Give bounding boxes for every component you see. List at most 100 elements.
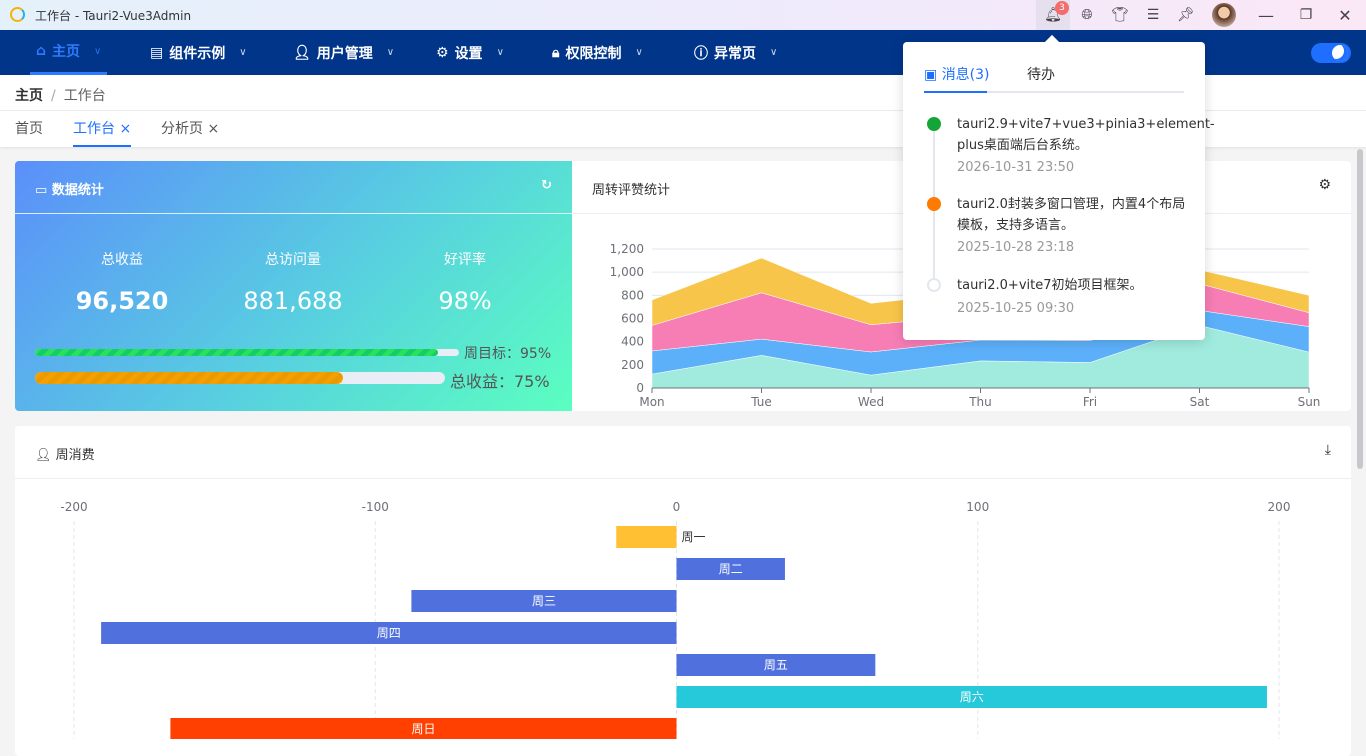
success-check-icon: [927, 117, 941, 131]
x-tick-label: Wed: [858, 395, 884, 409]
bar-label: 周四: [377, 626, 401, 640]
chevron-down-icon: ∨: [496, 47, 504, 58]
stat-total-revenue: 总收益 96,520: [75, 252, 169, 315]
minimize-button[interactable]: —: [1258, 5, 1274, 25]
y-tick-label: 0: [636, 381, 644, 395]
x-tick-label: -100: [362, 500, 389, 514]
bar-chart-header: 👤︎ 周消费 ⤓: [15, 426, 1351, 479]
bar-周一: [616, 526, 677, 548]
bar-周二: [676, 558, 785, 580]
app-logo-icon: [10, 7, 25, 22]
x-tick-label: Fri: [1083, 395, 1097, 409]
y-tick-label: 1,200: [610, 242, 644, 256]
bar-label: 周二: [719, 562, 743, 576]
download-icon[interactable]: ⤓: [1324, 442, 1331, 458]
nav-item-errors[interactable]: ⓘ 异常页 ∨: [694, 30, 777, 75]
chevron-down-icon: ∨: [94, 45, 102, 57]
y-tick-label: 1,000: [610, 265, 644, 279]
bar-周五: [676, 654, 876, 676]
bar-周三: [411, 590, 677, 612]
notification-time: 2025-10-28 23:18: [957, 240, 1075, 255]
x-tick-label: Thu: [968, 395, 992, 409]
bar-label: 周六: [960, 690, 984, 704]
x-tick-label: -200: [60, 500, 87, 514]
stats-card-header: ▭ 数据统计 ↻: [15, 161, 572, 214]
home-icon: ⌂: [36, 43, 47, 59]
stats-card: ▭ 数据统计 ↻ 总收益 96,520 总访问量 881,688 好评率 98% 周目…: [15, 161, 572, 411]
bar-label: 周日: [411, 722, 435, 736]
alert-icon: ⓘ: [694, 45, 708, 62]
language-icon[interactable]: 🌐︎: [1081, 7, 1093, 23]
notification-popover: ▣ 消息(3) 待办 tauri2.9+vite7+vue3+pinia3+el…: [903, 34, 1215, 340]
tab-todo[interactable]: 待办: [1027, 67, 1055, 83]
window-title: 工作台 - Tauri2-Vue3Admin: [35, 9, 192, 23]
x-tick-label: Sun: [1298, 395, 1321, 409]
nav-item-home[interactable]: ⌂ 主页 ∨: [30, 30, 108, 75]
chevron-down-icon: ∨: [635, 47, 643, 58]
pending-dots-icon: [927, 197, 941, 211]
user-icon: 👤︎: [35, 448, 52, 463]
bar-周六: [676, 686, 1267, 708]
chevron-down-icon: ∨: [386, 47, 395, 58]
avatar[interactable]: [1212, 3, 1236, 27]
close-icon[interactable]: ×: [119, 121, 132, 137]
nav-item-permissions[interactable]: 🔒︎ 权限控制 ∨: [552, 44, 643, 62]
bar-chart-title: 周消费: [55, 448, 95, 463]
moon-icon: [1332, 45, 1348, 61]
breadcrumb-root[interactable]: 主页: [15, 88, 43, 104]
title-bar: 工作台 - Tauri2-Vue3Admin 🔔︎ 3 🌐︎ 👕︎ ☰ 📌︎ —…: [0, 0, 1366, 30]
notification-text[interactable]: tauri2.0+vite7初始项目框架。: [957, 278, 1143, 293]
tab-analysis[interactable]: 分析页 ×: [161, 121, 220, 137]
close-button[interactable]: ✕: [1338, 5, 1352, 25]
breadcrumb-current: 工作台: [63, 88, 106, 104]
bar-label: 周三: [532, 594, 556, 608]
x-tick-label: Sat: [1190, 395, 1210, 409]
chevron-down-icon: ∨: [770, 47, 778, 58]
stat-total-visits: 总访问量 881,688: [243, 252, 343, 315]
progress-total-revenue: [35, 372, 445, 384]
tab-workbench[interactable]: 工作台 ×: [73, 111, 132, 147]
bar-label: 周一: [682, 530, 706, 544]
presentation-icon: ▭: [35, 183, 48, 198]
pin-icon[interactable]: 📌︎: [1177, 7, 1195, 23]
y-tick-label: 400: [621, 335, 644, 349]
lock-icon: 🔒︎: [552, 44, 560, 61]
chevron-down-icon: ∨: [239, 47, 247, 58]
nav-item-settings[interactable]: ⚙ 设置 ∨: [436, 44, 504, 62]
tab-messages[interactable]: ▣ 消息(3): [924, 67, 990, 83]
settings-sliders-icon[interactable]: ☰: [1146, 7, 1160, 23]
area-chart-title: 周转评赞统计: [592, 183, 671, 198]
bar-周日: [170, 718, 677, 739]
dark-mode-toggle[interactable]: [1311, 43, 1351, 63]
tab-home[interactable]: 首页: [15, 121, 43, 137]
bar-周四: [101, 622, 677, 644]
bar-label: 周五: [764, 658, 788, 672]
layers-icon: ▤: [150, 44, 164, 61]
notification-text[interactable]: tauri2.9+vite7+vue3+pinia3+element-plus桌…: [957, 117, 1215, 153]
x-tick-label: 0: [673, 500, 681, 514]
stats-title: 数据统计: [51, 183, 104, 198]
stat-rating: 好评率 98%: [438, 252, 492, 315]
maximize-button[interactable]: ❐: [1299, 7, 1313, 23]
x-tick-label: 200: [1268, 500, 1291, 514]
notification-badge: 3: [1055, 1, 1069, 15]
skin-shirt-icon[interactable]: 👕︎: [1111, 7, 1129, 23]
x-tick-label: Tue: [750, 395, 772, 409]
nav-item-users[interactable]: 👤︎ 用户管理 ∨: [293, 44, 395, 62]
gear-icon: ⚙: [436, 44, 449, 61]
y-tick-label: 600: [621, 312, 644, 326]
close-icon[interactable]: ×: [207, 121, 220, 137]
y-tick-label: 800: [621, 288, 644, 302]
top-nav: ⌂ 主页 ∨ ▤ 组件示例 ∨ 👤︎ 用户管理 ∨ ⚙ 设置 ∨ 🔒︎ 权限控制 ∨ ⓘ 异常页 ∨: [0, 30, 1366, 75]
nav-item-components[interactable]: ▤ 组件示例 ∨: [150, 44, 247, 62]
progress-total-revenue-label: 总收益：75%: [450, 372, 550, 391]
refresh-icon[interactable]: ↻: [541, 178, 552, 193]
scrollbar[interactable]: [1357, 149, 1363, 469]
default-circle-icon: [927, 278, 941, 292]
notification-text[interactable]: tauri2.0封装多窗口管理，内置4个布局模板，支持多语言。: [957, 197, 1186, 233]
progress-weekly-goal-label: 周目标：95%: [464, 346, 552, 362]
x-tick-label: Mon: [639, 395, 664, 409]
x-tick-label: 100: [966, 500, 989, 514]
gear-icon[interactable]: ⚙: [1318, 177, 1331, 193]
